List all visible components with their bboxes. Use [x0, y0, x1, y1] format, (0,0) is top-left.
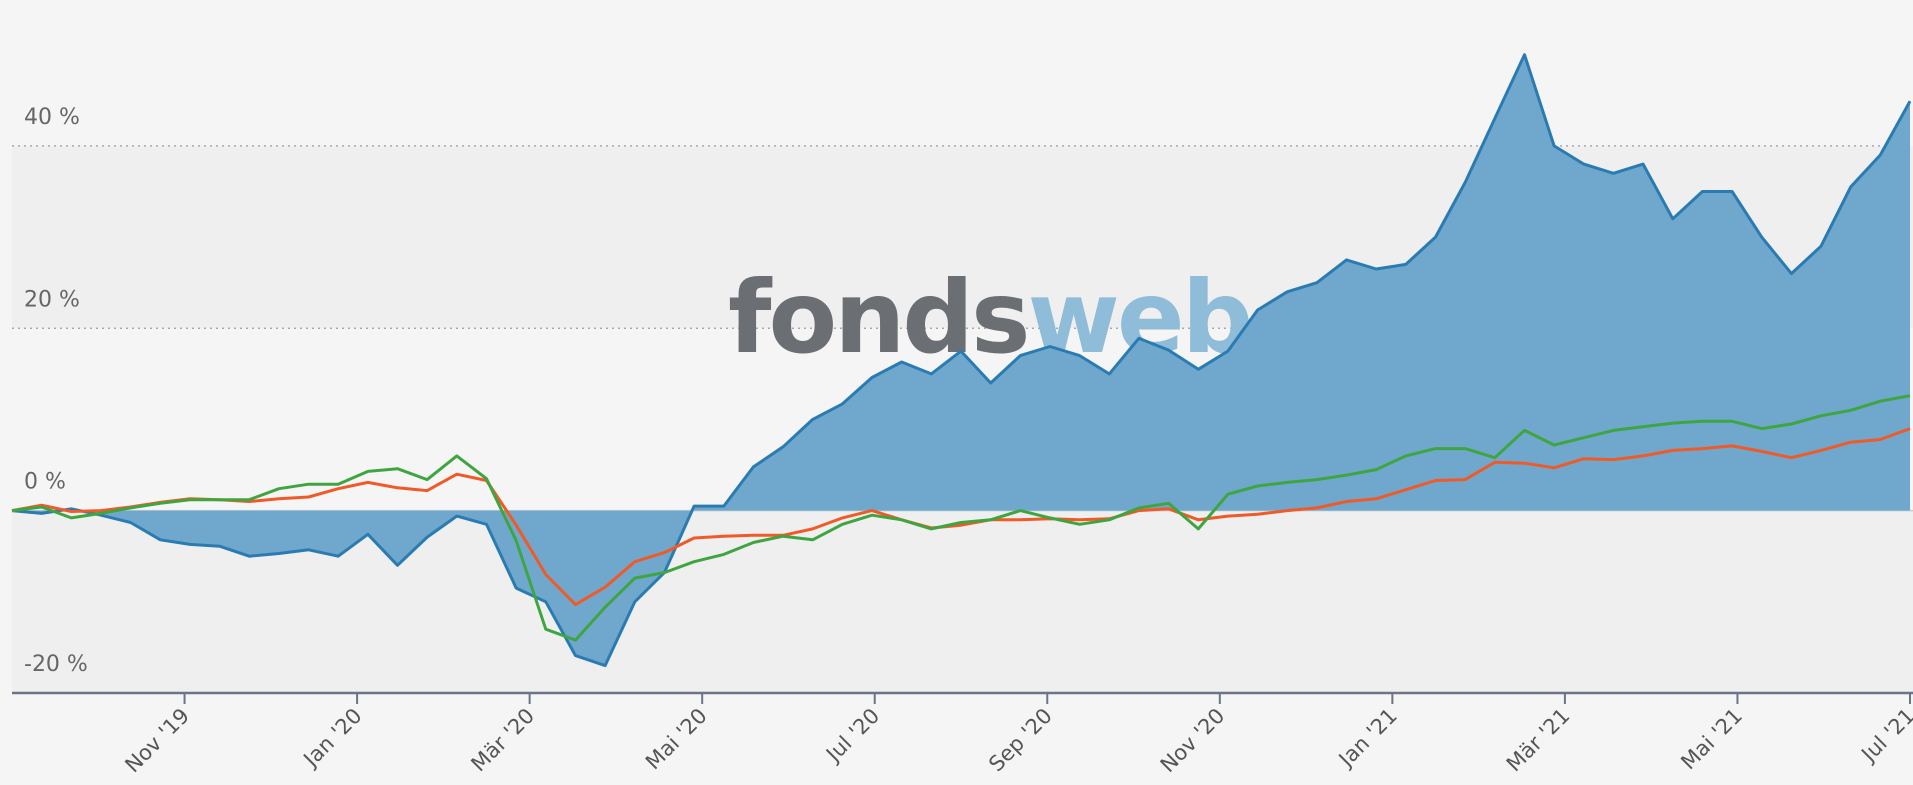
series-line: [11, 427, 1911, 607]
x-tick-label: Jul '21: [1856, 704, 1913, 768]
series-line: [11, 394, 1911, 642]
y-tick-label: -20 %: [24, 652, 88, 677]
x-tick-label: Nov '20: [1156, 704, 1230, 778]
marks: [11, 53, 1912, 668]
x-tick-label: Mai '20: [641, 704, 712, 775]
x-tick-label: Mai '21: [1676, 704, 1747, 775]
x-tick-label: Jan '20: [298, 704, 367, 773]
watermark-part: fonds: [728, 259, 1028, 376]
x-tick-label: Jul '20: [820, 704, 884, 768]
x-tick-label: Jan '21: [1333, 704, 1402, 773]
series-line: [11, 53, 1912, 668]
x-tick-label: Nov '19: [120, 704, 194, 778]
y-tick-label: 40 %: [24, 105, 80, 130]
x-tick-label: Mär '21: [1502, 704, 1575, 777]
y-tick-label: 0 %: [24, 470, 66, 495]
y-tick-label: 20 %: [24, 287, 80, 312]
watermark: fondsweb: [728, 259, 1250, 376]
x-tick-label: Mär '20: [466, 704, 539, 777]
area: [12, 54, 1910, 666]
x-tick-label: Sep '20: [984, 704, 1057, 777]
